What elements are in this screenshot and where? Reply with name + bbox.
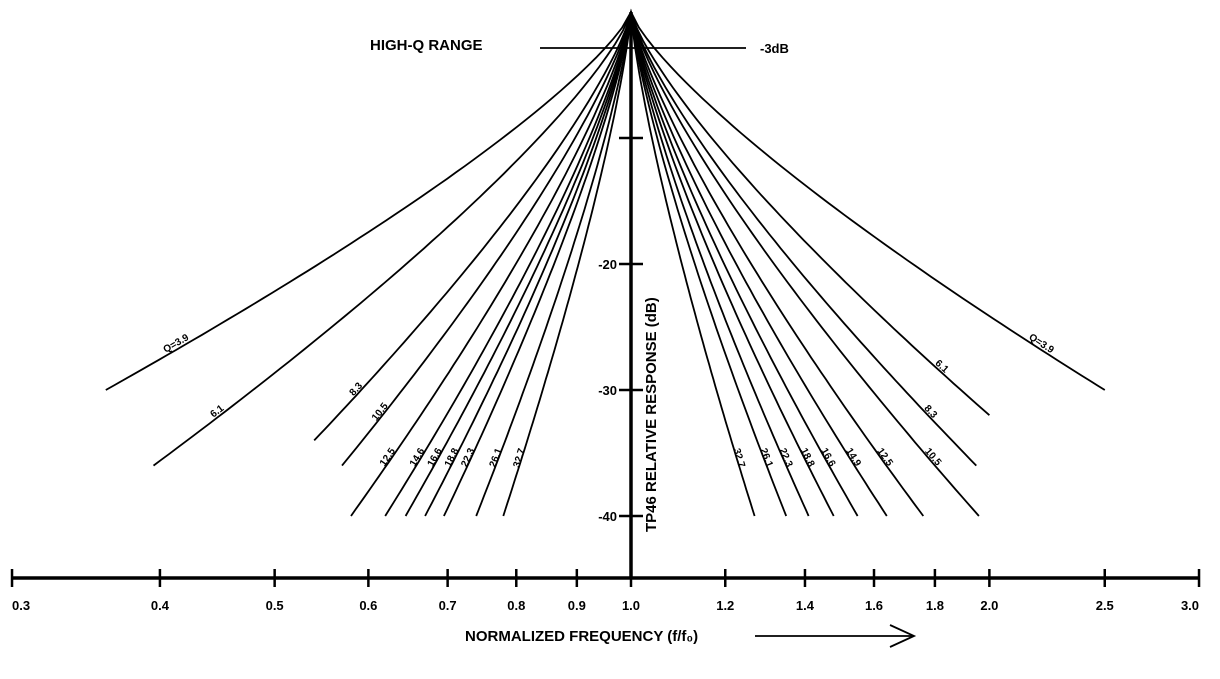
q-label: 10.5: [370, 401, 391, 423]
q-label: 32.7: [512, 447, 528, 469]
x-axis-title: NORMALIZED FREQUENCY (f/f₀): [465, 628, 698, 645]
x-tick-label: 0.8: [507, 598, 525, 613]
q-label: 6.1: [933, 358, 951, 376]
x-tick-label: 0.3: [12, 598, 30, 613]
q-label: 22.3: [777, 447, 795, 470]
x-tick-label: 1.2: [716, 598, 734, 613]
q-label: 32.7: [731, 447, 747, 469]
q-label: 10.5: [922, 446, 943, 468]
x-tick-label: 2.5: [1096, 598, 1114, 613]
q-label: Q=3.9: [162, 332, 192, 356]
x-tick-label: 1.6: [865, 598, 883, 613]
y-tick-label: -20: [598, 257, 617, 272]
series-curve: [341, 8, 980, 517]
x-ticks: 0.3 0.4 0.5 0.6 0.7 0.8 0.9 1.0 1.2 1.4 1.6 1.8 2.0 2…: [10, 569, 1201, 613]
q-label: 14.9: [843, 446, 863, 469]
x-tick-label: 0.9: [568, 598, 586, 613]
q-label: 8.3: [348, 380, 366, 398]
q-label: 12.5: [874, 446, 895, 469]
x-tick-label: 0.4: [151, 598, 170, 613]
q-label: 26.1: [757, 447, 774, 470]
q-label: 14.6: [408, 446, 428, 469]
y-tick-label: -30: [598, 383, 617, 398]
q-label: 26.1: [488, 446, 505, 469]
x-tick-label: 1.4: [796, 598, 815, 613]
arrow-icon: [755, 624, 917, 648]
q-label: 18.8: [798, 446, 817, 469]
x-tick-label: 1.0: [622, 598, 640, 613]
x-tick-label: 0.7: [439, 598, 457, 613]
x-tick-label: 2.0: [980, 598, 998, 613]
x-tick-label: 3.0: [1181, 598, 1199, 613]
minus-3db-label: -3dB: [760, 41, 789, 56]
q-label: 16.6: [818, 446, 837, 469]
x-tick-label: 1.8: [926, 598, 944, 613]
series-curve: [105, 10, 1106, 391]
q-labels: Q=3.9 Q=3.96.16.18.38.310.510.512.5 12.514…: [162, 332, 1056, 470]
q-label: 6.1: [209, 403, 227, 420]
high-q-label: HIGH-Q RANGE: [370, 37, 483, 54]
y-axis-title: TP46 RELATIVE RESPONSE (dB): [643, 297, 660, 532]
y-tick-label: -40: [598, 509, 617, 524]
x-tick-label: 0.5: [266, 598, 284, 613]
q-label: 12.5: [378, 446, 398, 469]
q-label: 8.3: [922, 403, 940, 421]
x-tick-label: 0.6: [359, 598, 377, 613]
y-ticks: -20 -30 -40: [598, 136, 643, 524]
